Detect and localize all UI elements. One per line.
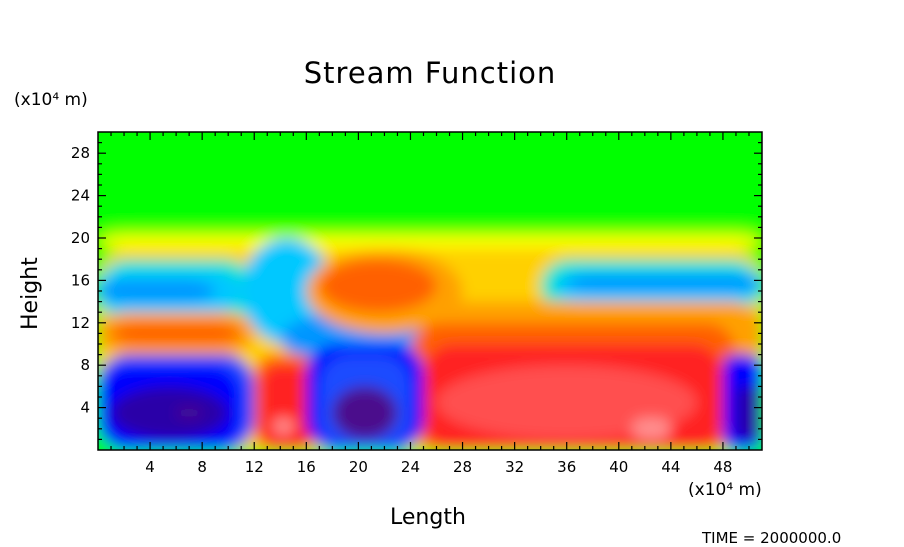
x-tick-label: 28 bbox=[453, 458, 472, 476]
y-tick-label: 16 bbox=[71, 271, 90, 289]
x-tick-label: 32 bbox=[505, 458, 524, 476]
y-tick-label: 24 bbox=[71, 187, 90, 205]
contour-region bbox=[98, 227, 762, 236]
x-tick-label: 16 bbox=[297, 458, 316, 476]
x-tick-label: 36 bbox=[557, 458, 576, 476]
chart-title: Stream Function bbox=[303, 56, 557, 90]
time-value: 2000000.0 bbox=[760, 529, 842, 547]
time-label: TIME = bbox=[702, 529, 756, 547]
contour-region bbox=[111, 386, 229, 440]
x-tick-label: 4 bbox=[145, 458, 155, 476]
y-tick-label: 8 bbox=[80, 356, 90, 374]
time-readout: TIME = 2000000.0 bbox=[702, 529, 841, 547]
contour-region bbox=[98, 280, 216, 302]
contour-field bbox=[98, 132, 762, 450]
contour-region bbox=[273, 418, 294, 435]
contour-region bbox=[98, 235, 762, 249]
x-tick-label: 12 bbox=[245, 458, 264, 476]
y-tick-label: 4 bbox=[80, 399, 90, 417]
contour-region bbox=[111, 322, 242, 344]
contour-region bbox=[436, 365, 697, 440]
x-tick-label: 48 bbox=[713, 458, 732, 476]
y-tick-label: 20 bbox=[71, 229, 90, 247]
contour-region bbox=[631, 418, 671, 440]
y-axis-unit: (x10⁴ m) bbox=[14, 90, 88, 110]
contour-region bbox=[176, 407, 203, 419]
contour-region bbox=[319, 259, 437, 313]
x-axis-label: Length bbox=[390, 505, 466, 530]
contour-region bbox=[566, 275, 762, 291]
x-axis-unit: (x10⁴ m) bbox=[688, 480, 762, 500]
x-tick-label: 20 bbox=[349, 458, 368, 476]
contour-region bbox=[735, 386, 762, 440]
x-tick-label: 8 bbox=[197, 458, 207, 476]
contour-region bbox=[260, 365, 313, 450]
x-tick-label: 44 bbox=[661, 458, 680, 476]
y-tick-label: 12 bbox=[71, 314, 90, 332]
x-tick-label: 24 bbox=[401, 458, 420, 476]
x-tick-label: 40 bbox=[609, 458, 628, 476]
contour-region bbox=[332, 386, 398, 440]
y-tick-label: 28 bbox=[71, 144, 90, 162]
